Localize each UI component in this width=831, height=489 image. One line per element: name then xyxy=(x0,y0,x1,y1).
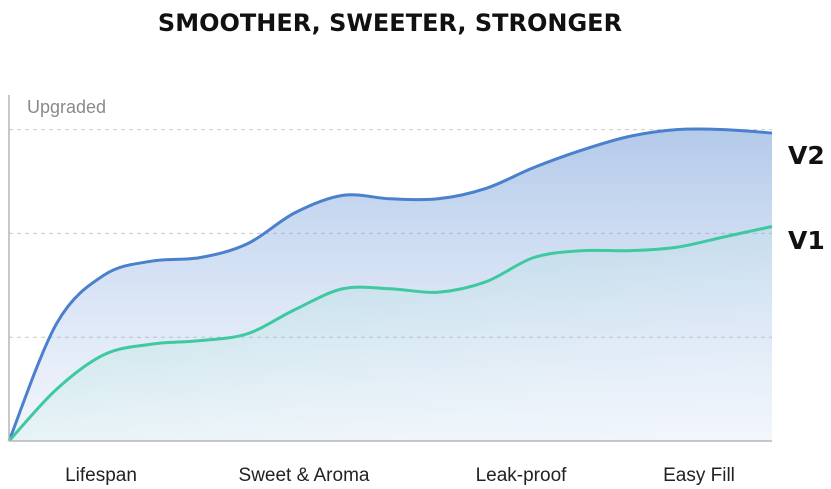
series-label-v1: V1 xyxy=(788,226,825,255)
series-area-v1 xyxy=(9,226,772,441)
series-label-v2: V2 xyxy=(788,141,825,170)
y-axis-label: Upgraded xyxy=(27,97,106,117)
series-line-v1 xyxy=(7,225,773,443)
x-tick-label: Lifespan xyxy=(65,465,137,486)
x-tick-label: Easy Fill xyxy=(663,465,735,486)
chart-title: SMOOTHER, SWEETER, STRONGER xyxy=(158,9,622,37)
x-tick-label: Leak-proof xyxy=(476,465,568,486)
x-tick-labels: Lifespan Sweet & Aroma Leak-proof Easy Fill xyxy=(65,465,735,486)
x-tick-label: Sweet & Aroma xyxy=(239,465,370,486)
series-line-v2 xyxy=(7,127,773,442)
